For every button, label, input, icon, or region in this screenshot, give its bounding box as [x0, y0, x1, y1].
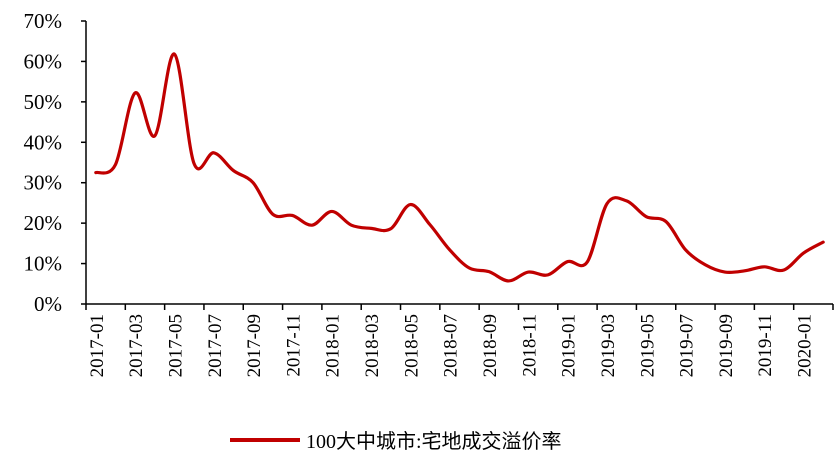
x-tick-label: 2017-05	[165, 314, 186, 377]
x-tick-label: 2018-05	[401, 314, 422, 377]
x-tick-label: 2019-11	[755, 314, 776, 377]
x-tick-label: 2017-01	[87, 314, 108, 377]
x-tick-label: 2019-03	[598, 314, 619, 377]
legend: 100大中城市:宅地成交溢价率	[230, 425, 562, 454]
line-chart: 0%10%20%30%40%50%60%70% 2017-01 2017-03 20…	[24, 9, 834, 377]
x-tick-label: 2019-07	[677, 314, 698, 377]
x-tick-label: 2018-09	[480, 314, 501, 377]
x-tick-label: 2017-11	[283, 314, 304, 377]
x-tick-label: 2018-03	[362, 314, 383, 377]
y-tick-label: 40%	[24, 130, 63, 154]
x-axis: 2017-01 2017-03 2017-05 2017-07 2017-09 2017-…	[85, 304, 834, 377]
legend-line-swatch	[230, 437, 300, 442]
x-tick-label: 2018-07	[441, 314, 462, 377]
x-tick-label: 2019-05	[637, 314, 658, 377]
y-tick-label: 70%	[24, 9, 63, 33]
x-tick-label: 2017-03	[126, 314, 147, 377]
y-tick-label: 0%	[34, 292, 62, 316]
y-tick-label: 20%	[24, 211, 63, 235]
x-tick-label: 2020-01	[795, 314, 816, 377]
x-tick-label: 2018-01	[323, 314, 344, 377]
x-tick-label: 2017-09	[244, 314, 265, 377]
legend-label: 100大中城市:宅地成交溢价率	[306, 431, 562, 453]
y-tick-label: 60%	[24, 49, 63, 73]
y-axis: 0% 10% 20% 30% 40% 50% 60% 70%	[24, 9, 86, 316]
y-tick-label: 30%	[24, 171, 63, 195]
x-tick-label: 2019-09	[716, 314, 737, 377]
y-tick-label: 50%	[24, 90, 63, 114]
x-tick-label: 2018-11	[519, 314, 540, 377]
x-tick-label: 2019-01	[559, 314, 580, 377]
x-tick-label: 2017-07	[205, 314, 226, 377]
y-tick-label: 10%	[24, 252, 63, 276]
series-line	[94, 52, 825, 283]
